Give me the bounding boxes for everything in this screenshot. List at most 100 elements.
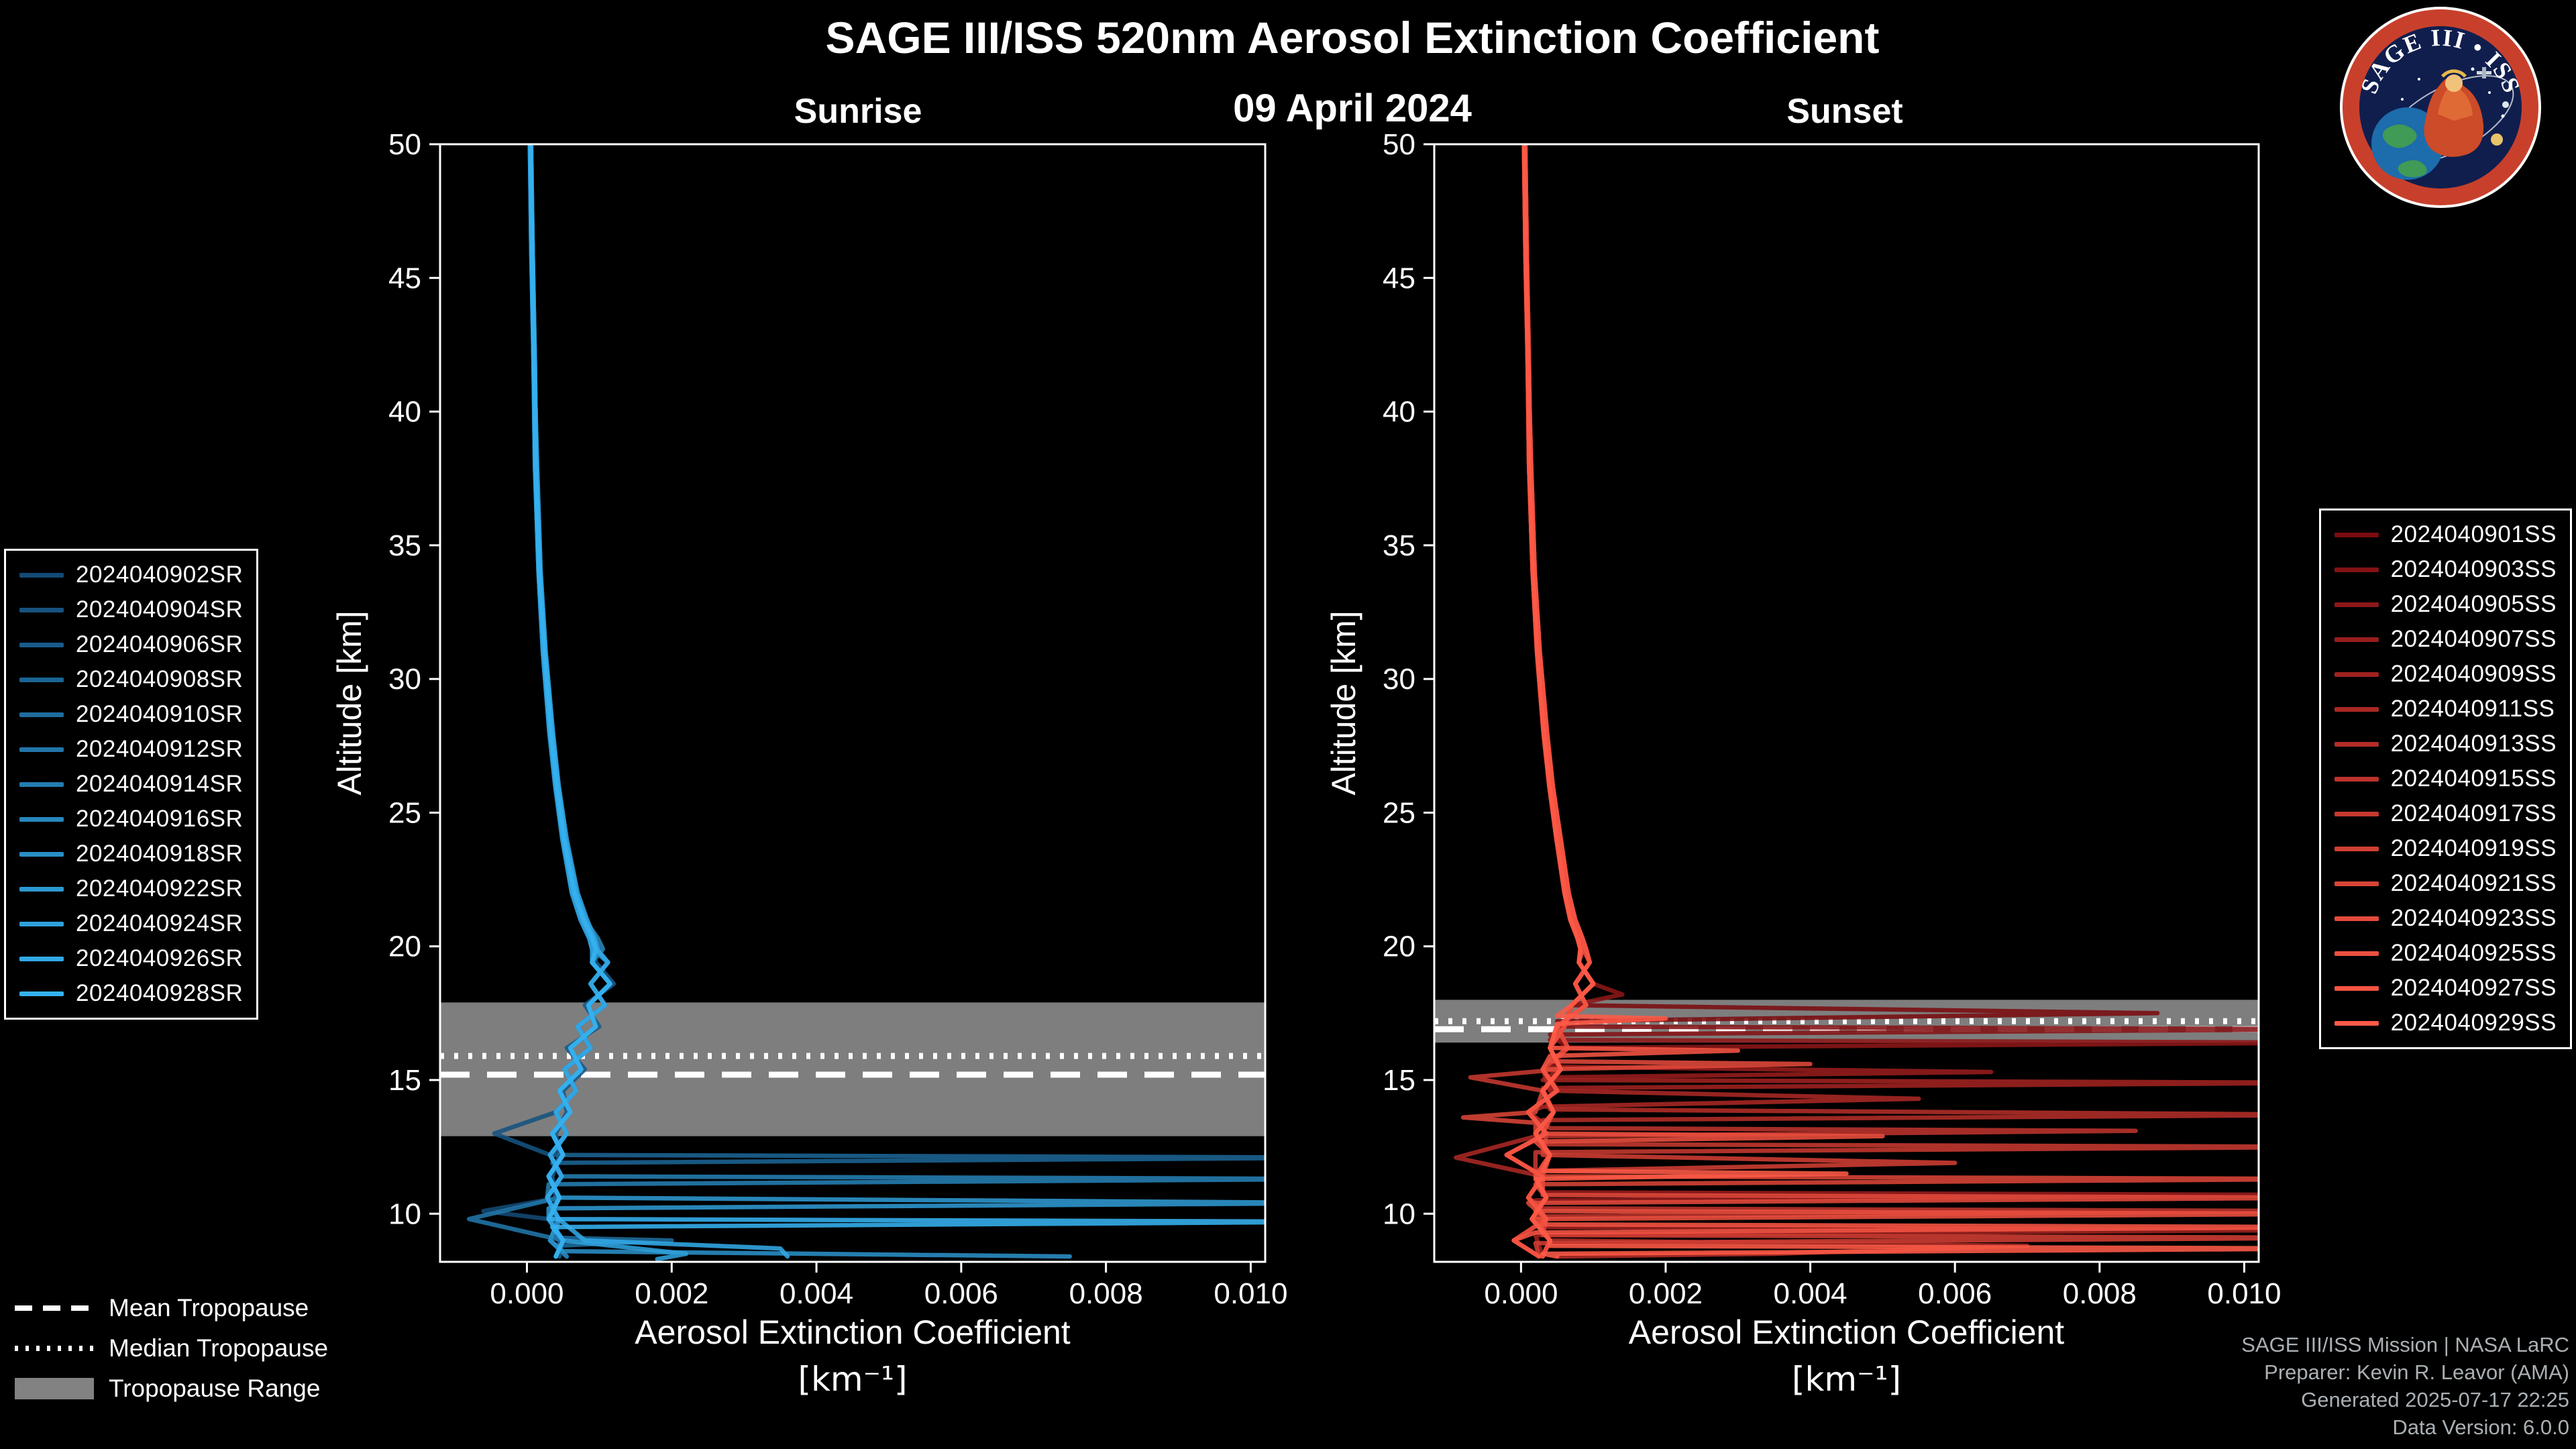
credits-block: SAGE III/ISS Mission | NASA LaRC Prepare… [2241,1331,2569,1441]
legend-label: 2024040924SR [76,910,244,936]
plot-border [439,143,1267,1263]
tropopause-range-label: Tropopause Range [109,1375,321,1402]
x-tick-label: 0.006 [1918,1277,1992,1310]
y-tick-label: 10 [1383,1197,1415,1230]
date-title: 09 April 2024 [1233,87,1472,130]
legend-color-swatch [19,607,64,612]
legend-item: 2024040924SR [19,909,243,938]
legend-label: 2024040910SR [76,701,244,727]
x-tick-label: 0.000 [1484,1277,1558,1310]
x-tick-label: 0.008 [2063,1277,2137,1310]
legend-item: 2024040916SR [19,804,243,834]
legend-item: 2024040904SR [19,595,243,625]
plot-border [1433,143,2260,1263]
legend-item: 2024040929SS [2334,1008,2557,1038]
sunset-panel-title: Sunset [1786,92,1903,131]
legend-label: 2024040917SS [2390,800,2557,826]
legend-color-swatch [19,886,64,892]
legend-item: 2024040918SR [19,839,243,869]
dashed-line-icon [15,1305,94,1311]
legend-color-swatch [2334,1020,2379,1026]
logo-moon-icon [2491,133,2503,146]
legend-color-swatch [2334,637,2379,642]
legend-color-swatch [19,956,64,961]
profile-line-2024040913SS [1521,144,2259,1259]
legend-label: 2024040916SR [76,806,244,832]
legend-item: 2024040911SS [2334,694,2557,724]
logo-deity-figure [2424,69,2484,157]
y-tick-label: 10 [388,1197,421,1230]
legend-item: 2024040915SS [2334,764,2557,794]
profile-line-2024040923SS [1504,144,2259,1259]
tropopause-legend: Mean Tropopause Median Tropopause Tropop… [15,1293,328,1403]
legend-label: 2024040918SR [76,841,244,867]
profile-line-2024040928SR [528,144,1265,1259]
legend-item: 2024040909SS [2334,659,2557,689]
y-tick-label: 45 [1383,262,1415,294]
legend-color-swatch [2334,567,2379,572]
legend-label: 2024040908SR [76,666,244,692]
legend-label: 2024040928SR [76,980,244,1006]
legend-item: 2024040901SS [2334,520,2557,549]
legend-color-swatch [19,782,64,787]
legend-item: 2024040912SR [19,735,243,764]
x-tick-label: 0.010 [1214,1277,1287,1310]
legend-color-swatch [2334,706,2379,712]
logo-planet-icon [2502,101,2509,108]
x-tick-label: 0.008 [1069,1277,1143,1310]
profile-line-2024040903SS [1504,144,2259,1259]
credits-generated: Generated 2025-07-17 22:25 [2301,1388,2569,1411]
credits-mission: SAGE III/ISS Mission | NASA LaRC [2241,1333,2569,1356]
legend-label: 2024040929SS [2390,1010,2557,1036]
legend-item: 2024040928SR [19,979,243,1008]
y-axis-label: Altitude [km] [1325,610,1362,795]
legend-item: 2024040906SR [19,630,243,659]
profile-line-2024040909SS [1522,144,2259,1259]
sunset-legend: 2024040901SS 2024040903SS 2024040905SS 2024… [2318,508,2572,1049]
y-tick-label: 25 [1383,796,1415,829]
gray-band-icon [15,1378,94,1399]
y-tick-label: 45 [388,262,421,294]
legend-color-swatch [2334,951,2379,956]
y-tick-label: 15 [388,1064,421,1097]
legend-color-swatch [2334,881,2379,886]
y-tick-label: 30 [1383,663,1415,696]
legend-color-swatch [2334,672,2379,677]
legend-label: 2024040915SS [2390,765,2557,792]
panel-sunrise: 0.000 0.002 0.004 0.006 0.008 0.010 10 15 20 25 30… [331,128,1287,1399]
sunrise-panel-title: Sunrise [794,92,922,131]
y-axis-label: Altitude [km] [331,610,368,795]
legend-item: 2024040917SS [2334,799,2557,828]
legend-label: 2024040926SR [76,945,244,971]
profile-line-2024040927SS [1504,144,2259,1259]
profile-line-2024040929SS [1521,144,2259,1259]
legend-color-swatch [2334,532,2379,537]
mean-tropopause-label: Mean Tropopause [109,1294,309,1322]
legend-item: 2024040914SR [19,769,243,799]
y-tick-label: 25 [388,796,421,829]
legend-label: 2024040911SS [2390,696,2555,722]
legend-item: 2024040902SR [19,560,243,590]
legend-color-swatch [2334,776,2379,782]
legend-item: 2024040919SS [2334,834,2557,863]
legend-label: 2024040914SR [76,771,244,797]
legend-color-swatch [2334,916,2379,921]
legend-color-swatch [2334,985,2379,991]
legend-color-swatch [19,921,64,926]
legend-label: 2024040922SR [76,875,244,902]
sage-iss-logo: SAGE III • ISS [2340,7,2541,208]
legend-label: 2024040912SR [76,736,244,762]
x-axis-units-label: [km⁻¹] [1792,1360,1901,1399]
median-tropopause-label: Median Tropopause [109,1334,329,1362]
panel-sunset: 0.000 0.002 0.004 0.006 0.008 0.010 10 15 20 25 30… [1325,128,2281,1399]
x-tick-label: 0.010 [2207,1277,2281,1310]
legend-item: 2024040913SS [2334,729,2557,759]
credits-preparer: Preparer: Kevin R. Leavor (AMA) [2264,1360,2569,1384]
legend-label: 2024040902SR [76,561,244,588]
y-tick-label: 20 [1383,930,1415,963]
legend-color-swatch [19,816,64,822]
sunrise-legend: 2024040902SR 2024040904SR 2024040906SR 2024… [4,549,259,1020]
legend-item: 2024040905SS [2334,590,2557,619]
legend-item: 2024040921SS [2334,869,2557,898]
credits-version: Data Version: 6.0.0 [2392,1415,2569,1439]
